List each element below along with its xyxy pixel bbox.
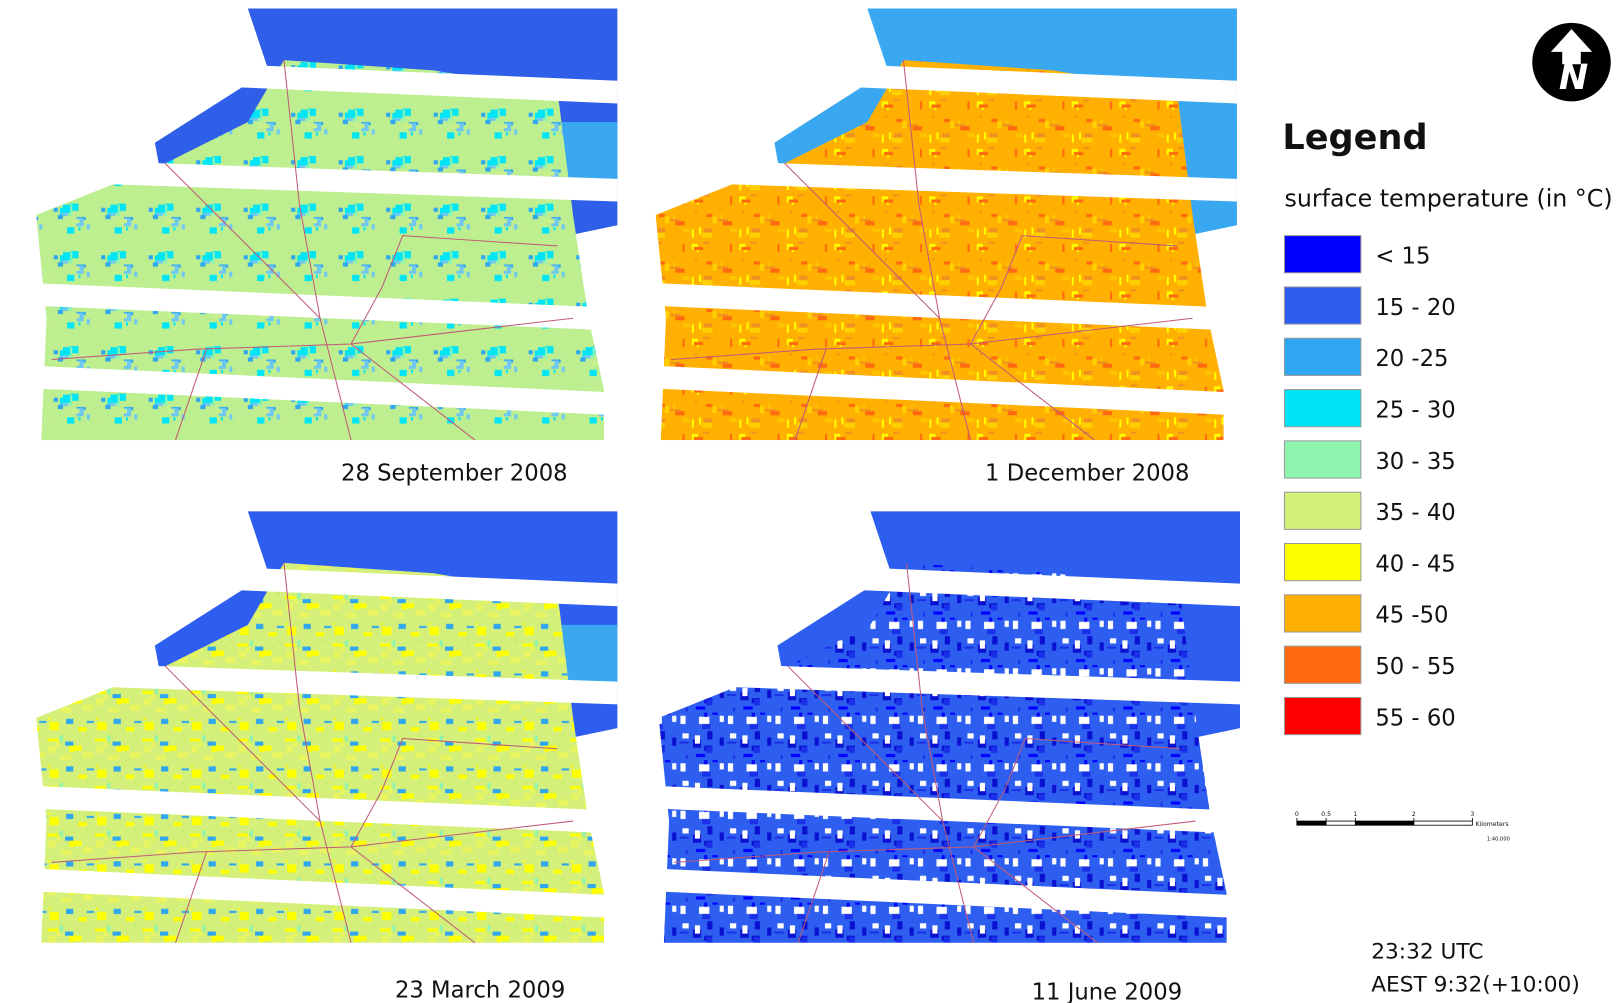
legend-label: 30 - 35 [1375,449,1455,475]
scale-segment [1414,821,1473,825]
map-panel [633,511,1240,943]
north-label: N [1559,57,1588,98]
legend-swatch [1284,595,1360,632]
panel-caption: 28 September 2008 [341,460,568,486]
legend: < 15 15 - 20 20 -25 25 - 30 30 - 35 35 - 40 40… [1284,236,1455,735]
scale-tick-label: 0 [1295,811,1299,818]
scale-unit: Kilometers [1475,821,1508,828]
scale-tick-label: 3 [1470,811,1474,818]
north-arrow: N [1532,23,1610,101]
time-utc: 23:32 UTC [1371,939,1483,964]
map-panel [10,511,617,943]
scale-tick-label: 0.5 [1321,811,1331,818]
legend-swatch [1284,441,1360,478]
map-panel [630,8,1237,440]
scale-segment [1355,821,1414,825]
legend-swatch [1284,287,1360,324]
scale-segment [1297,821,1326,825]
legend-label: 25 - 30 [1375,397,1455,423]
page: N Legend surface temperature (in °C) < 1… [0,0,1619,1003]
legend-swatch [1284,236,1360,273]
legend-label: 35 - 40 [1375,500,1455,526]
legend-swatch [1284,646,1360,683]
scale-ratio: 1:40,000 [1487,837,1510,843]
legend-swatch [1284,492,1360,529]
panel-caption: 1 December 2008 [985,460,1189,486]
legend-swatch [1284,390,1360,427]
legend-swatch [1284,697,1360,734]
legend-label: 50 - 55 [1375,654,1455,680]
legend-label: < 15 [1375,244,1430,270]
panel-caption: 11 June 2009 [1032,980,1183,1003]
scale-segment [1326,821,1355,825]
legend-swatch [1284,338,1360,375]
legend-subtitle: surface temperature (in °C) [1284,185,1612,213]
figure: N Legend surface temperature (in °C) < 1… [0,0,1619,1003]
scale-tick-label: 1 [1353,811,1357,818]
legend-label: 55 - 60 [1375,705,1455,731]
time-local: AEST 9:32(+10:00) [1371,972,1580,997]
legend-label: 15 - 20 [1375,295,1455,321]
scale-tick-label: 2 [1412,811,1416,818]
legend-label: 40 - 45 [1375,551,1455,577]
legend-label: 45 -50 [1375,603,1448,629]
legend-label: 20 -25 [1375,346,1448,372]
legend-title: Legend [1282,117,1427,158]
map-panel [10,8,617,440]
panel-caption: 23 March 2009 [395,978,565,1003]
legend-swatch [1284,544,1360,581]
